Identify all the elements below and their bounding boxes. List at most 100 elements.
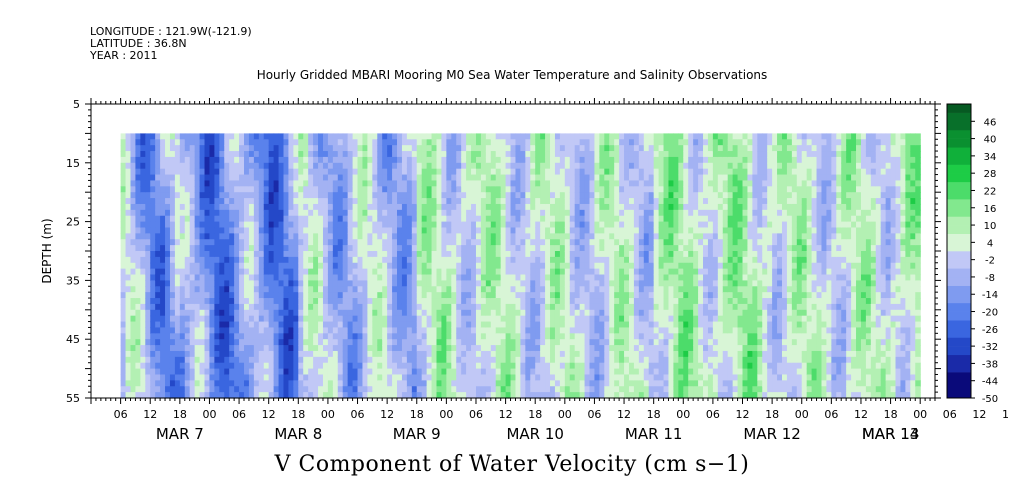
- heat-cell: [169, 168, 176, 176]
- heat-cell: [594, 139, 600, 146]
- heat-cell: [446, 162, 452, 170]
- heat-cell: [337, 321, 344, 329]
- heat-cell: [298, 162, 304, 170]
- heat-cell: [248, 333, 255, 340]
- heat-cell: [248, 268, 255, 276]
- heat-cell: [574, 174, 581, 182]
- heat-cell: [554, 239, 561, 246]
- heat-cell: [194, 256, 201, 264]
- heat-cell: [480, 374, 487, 381]
- heat-cell: [357, 215, 364, 223]
- heat-cell: [550, 180, 556, 187]
- heat-cell: [535, 180, 541, 187]
- heat-cell: [214, 356, 220, 364]
- heat-cell: [520, 180, 526, 187]
- heat-cell: [120, 380, 127, 387]
- heat-cell: [579, 386, 586, 393]
- heat-cell: [638, 350, 645, 358]
- heat-cell: [204, 268, 211, 276]
- heat-cell: [258, 245, 265, 252]
- heat-cell: [293, 186, 299, 193]
- heat-cell: [308, 362, 314, 370]
- heat-cell: [229, 245, 235, 252]
- heat-cell: [337, 198, 344, 205]
- heat-cell: [288, 368, 294, 376]
- heat-cell: [485, 298, 492, 305]
- heat-cell: [411, 350, 418, 358]
- heat-cell: [648, 151, 655, 158]
- heat-cell: [219, 315, 225, 323]
- heat-cell: [416, 227, 423, 234]
- heat-cell: [658, 180, 665, 187]
- heat-cell: [229, 274, 235, 281]
- heat-cell: [288, 251, 294, 258]
- heat-cell: [174, 274, 181, 281]
- heat-cell: [643, 151, 650, 158]
- heat-cell: [322, 280, 329, 287]
- heat-cell: [535, 245, 541, 252]
- heat-cell: [239, 227, 245, 234]
- heat-cell: [357, 362, 364, 370]
- heat-cell: [135, 162, 141, 170]
- heat-cell: [500, 256, 507, 264]
- heat-cell: [219, 256, 225, 264]
- heat-cell: [426, 339, 433, 346]
- heat-cell: [471, 251, 477, 258]
- heat-cell: [510, 162, 517, 170]
- heat-cell: [125, 327, 132, 334]
- heat-cell: [278, 133, 285, 140]
- heat-cell: [347, 286, 354, 293]
- heat-cell: [648, 386, 655, 393]
- heat-cell: [253, 309, 260, 317]
- heat-cell: [303, 292, 309, 299]
- heat-cell: [263, 233, 270, 240]
- heat-cell: [653, 251, 660, 258]
- heat-cell: [174, 303, 181, 311]
- heat-cell: [189, 386, 196, 393]
- heat-cell: [318, 203, 324, 211]
- heat-cell: [209, 292, 215, 299]
- heat-cell: [599, 139, 605, 146]
- heat-cell: [638, 162, 645, 170]
- heat-cell: [377, 286, 383, 293]
- heat-cell: [268, 251, 275, 258]
- heat-cell: [490, 356, 497, 364]
- heat-cell: [490, 174, 497, 182]
- heat-cell: [480, 215, 487, 223]
- heat-cell: [377, 392, 383, 399]
- heat-cell: [234, 268, 240, 276]
- heat-cell: [244, 315, 250, 323]
- heat-cell: [441, 345, 447, 352]
- heat-cell: [327, 180, 334, 187]
- heat-cell: [471, 192, 477, 199]
- heat-cell: [229, 162, 235, 170]
- heat-cell: [303, 174, 309, 182]
- heat-cell: [229, 227, 235, 234]
- heat-cell: [505, 262, 512, 270]
- heat-cell: [461, 309, 467, 317]
- heat-cell: [244, 345, 250, 352]
- heat-cell: [416, 362, 423, 370]
- heat-cell: [584, 268, 591, 276]
- heat-cell: [619, 139, 625, 146]
- heat-cell: [224, 198, 230, 205]
- heat-cell: [209, 327, 215, 334]
- heat-cell: [155, 233, 161, 240]
- heat-cell: [505, 292, 512, 299]
- heat-cell: [278, 286, 285, 293]
- heat-cell: [475, 333, 482, 340]
- heat-cell: [490, 298, 497, 305]
- heat-cell: [515, 256, 522, 264]
- heat-cell: [495, 221, 502, 229]
- heat-cell: [599, 251, 605, 258]
- heat-cell: [293, 298, 299, 305]
- heat-cell: [199, 221, 206, 229]
- heat-cell: [416, 374, 423, 381]
- heat-cell: [500, 180, 507, 187]
- heat-cell: [120, 168, 127, 176]
- heat-cell: [624, 274, 630, 281]
- heat-cell: [120, 303, 127, 311]
- heat-cell: [599, 174, 605, 182]
- heat-cell: [283, 327, 290, 334]
- heat-cell: [658, 321, 665, 329]
